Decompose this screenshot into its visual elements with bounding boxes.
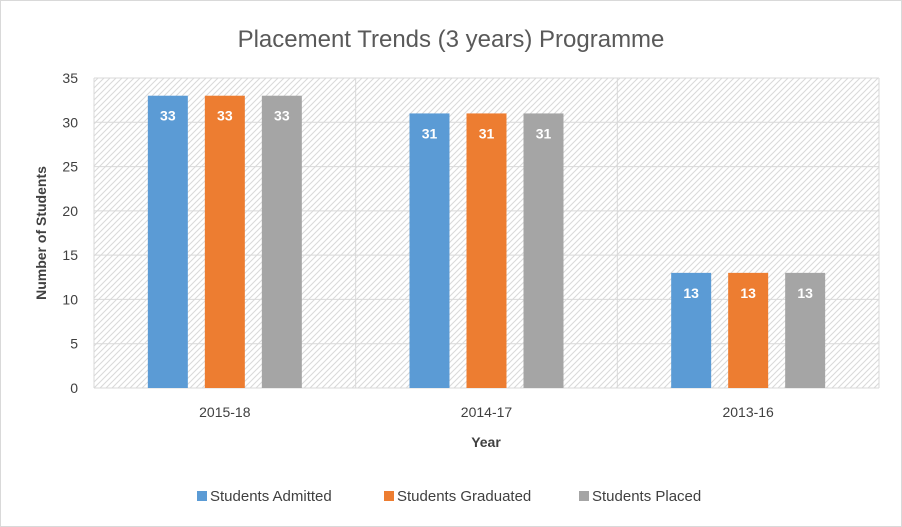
bar [785,272,826,388]
data-label: 33 [160,108,176,124]
bar [728,272,769,388]
data-label: 13 [683,285,699,301]
legend-swatch [197,491,207,501]
y-tick-label: 35 [62,70,78,86]
legend-label: Students Placed [592,488,701,505]
data-label: 31 [479,125,495,141]
bar [147,95,188,388]
bar [261,95,302,388]
y-tick-label: 20 [62,203,78,219]
y-tick-label: 30 [62,114,78,130]
x-axis-ticks: 2015-18 2014-17 2013-16 [199,404,774,420]
y-tick-label: 5 [70,336,78,352]
bar [466,113,507,388]
x-axis-title: Year [471,434,501,450]
bar [204,95,245,388]
x-tick-label: 2013-16 [722,404,774,420]
bars [147,95,826,388]
bar [523,113,564,388]
bar [671,272,712,388]
y-axis-title: Number of Students [33,166,49,300]
legend-swatch [579,491,589,501]
y-tick-label: 10 [62,291,78,307]
legend: Students Admitted Students Graduated Stude… [197,488,701,505]
legend-swatch [384,491,394,501]
y-axis-ticks: 0 5 10 15 20 25 30 35 [62,70,78,396]
x-tick-label: 2015-18 [199,404,251,420]
x-tick-label: 2014-17 [461,404,513,420]
data-label: 13 [740,285,756,301]
data-label: 31 [536,125,552,141]
y-tick-label: 0 [70,380,78,396]
y-tick-label: 15 [62,247,78,263]
chart-title: Placement Trends (3 years) Programme [238,26,665,53]
y-tick-label: 25 [62,159,78,175]
data-label: 33 [274,108,290,124]
data-labels: 33 33 33 31 31 31 13 13 13 [160,108,813,301]
data-label: 13 [797,285,813,301]
legend-label: Students Graduated [397,488,531,505]
data-label: 33 [217,108,233,124]
bar [409,113,450,388]
data-label: 31 [422,125,438,141]
legend-label: Students Admitted [210,488,332,505]
